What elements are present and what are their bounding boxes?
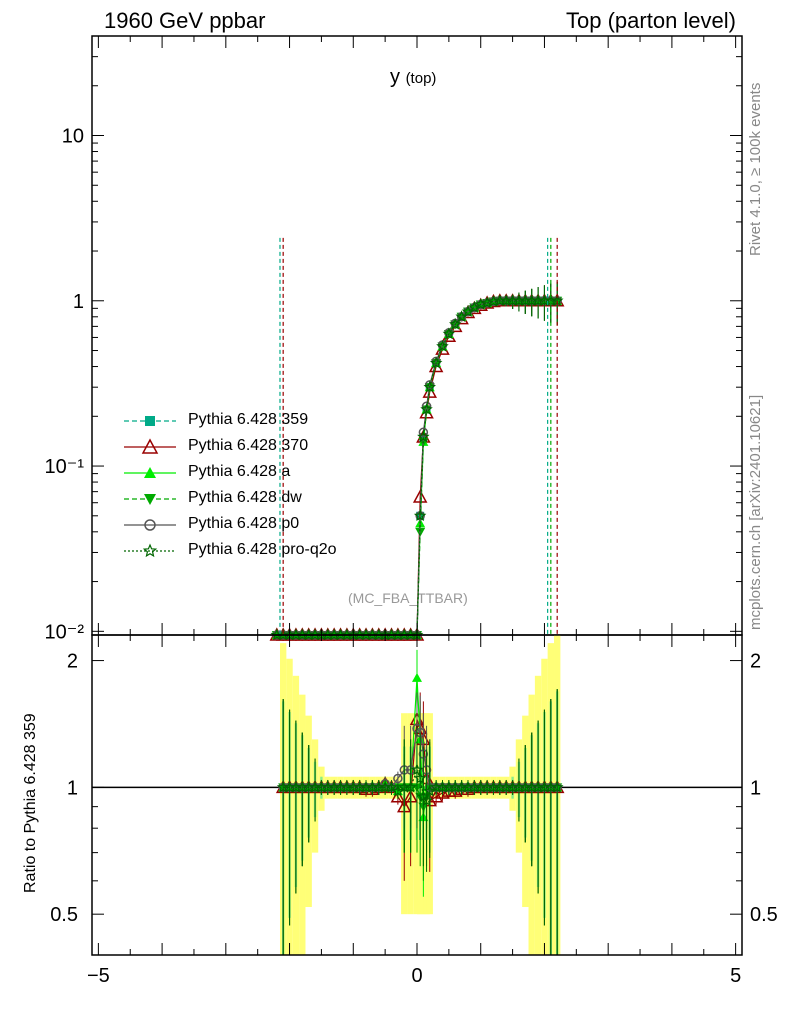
data-point — [413, 509, 427, 522]
ratio-point — [428, 789, 444, 803]
data-point — [487, 294, 500, 307]
legend-swatch — [124, 438, 176, 454]
series-line — [276, 300, 558, 636]
series-line — [276, 300, 558, 636]
legend-swatch — [124, 467, 176, 478]
plot-title: y (top) — [390, 66, 436, 89]
data-point — [436, 339, 449, 352]
ratio-y-tick-label-right: 1 — [750, 777, 761, 799]
legend-label: Pythia 6.428 359 — [188, 411, 309, 428]
data-point — [442, 327, 456, 340]
legend-swatch — [124, 416, 176, 426]
legend-marker — [145, 416, 155, 426]
legend-marker — [144, 467, 156, 478]
y-tick-label: 10 — [62, 126, 84, 148]
data-point — [429, 356, 443, 369]
ratio-y-tick-label: 2 — [67, 651, 78, 673]
ratio-y-tick-label: 0.5 — [50, 904, 78, 926]
legend-swatch — [124, 543, 176, 558]
legend-swatch — [124, 519, 176, 531]
ratio-y-tick-label: 1 — [67, 777, 78, 799]
series-line — [276, 300, 558, 636]
legend-marker — [144, 519, 156, 531]
x-tick-label: 0 — [411, 965, 422, 987]
data-point — [417, 430, 430, 443]
ratio-point — [390, 789, 406, 803]
ratio-series-line — [283, 786, 558, 809]
legend-swatch — [124, 494, 176, 505]
header-left: 1960 GeV ppbar — [104, 8, 266, 33]
data-point — [420, 402, 433, 415]
ratio-point — [404, 780, 417, 793]
x-tick-label: −5 — [87, 965, 110, 987]
y-tick-label: 10⁻¹ — [45, 456, 85, 478]
plot-title-sub: (top) — [405, 70, 437, 87]
series-line — [276, 300, 558, 636]
series-line — [276, 300, 558, 636]
legend-label: Pythia 6.428 dw — [188, 489, 302, 506]
ratio-panel: −5 0 5 0.5 0.5 1 1 2 2 — [50, 634, 778, 987]
legend-label: Pythia 6.428 370 — [188, 437, 309, 454]
ratio-point — [412, 672, 422, 682]
data-point — [423, 380, 436, 393]
y-tick-label: 10⁻² — [45, 621, 85, 643]
x-tick-label: 5 — [730, 965, 741, 987]
legend-marker — [142, 543, 158, 558]
series-line — [276, 300, 558, 636]
ratio-point — [385, 780, 398, 793]
y-tick-label: 1 — [73, 291, 84, 313]
legend-label: Pythia 6.428 p0 — [188, 515, 300, 532]
legend-marker — [144, 494, 156, 505]
legend-label: Pythia 6.428 pro-q2o — [188, 541, 337, 558]
ratio-point — [550, 780, 564, 793]
data-point — [449, 317, 462, 330]
data-point — [418, 427, 429, 438]
header-right: Top (parton level) — [566, 8, 736, 33]
ratio-point — [393, 773, 403, 784]
ratio-y-tick-label-right: 2 — [750, 651, 761, 673]
legend-marker — [141, 438, 159, 454]
analysis-watermark: (MC_FBA_TTBAR) — [348, 590, 468, 606]
ratio-y-tick-label-right: 0.5 — [750, 904, 778, 926]
legend-label: Pythia 6.428 a — [188, 463, 291, 480]
plot-title-main: y — [390, 66, 400, 88]
